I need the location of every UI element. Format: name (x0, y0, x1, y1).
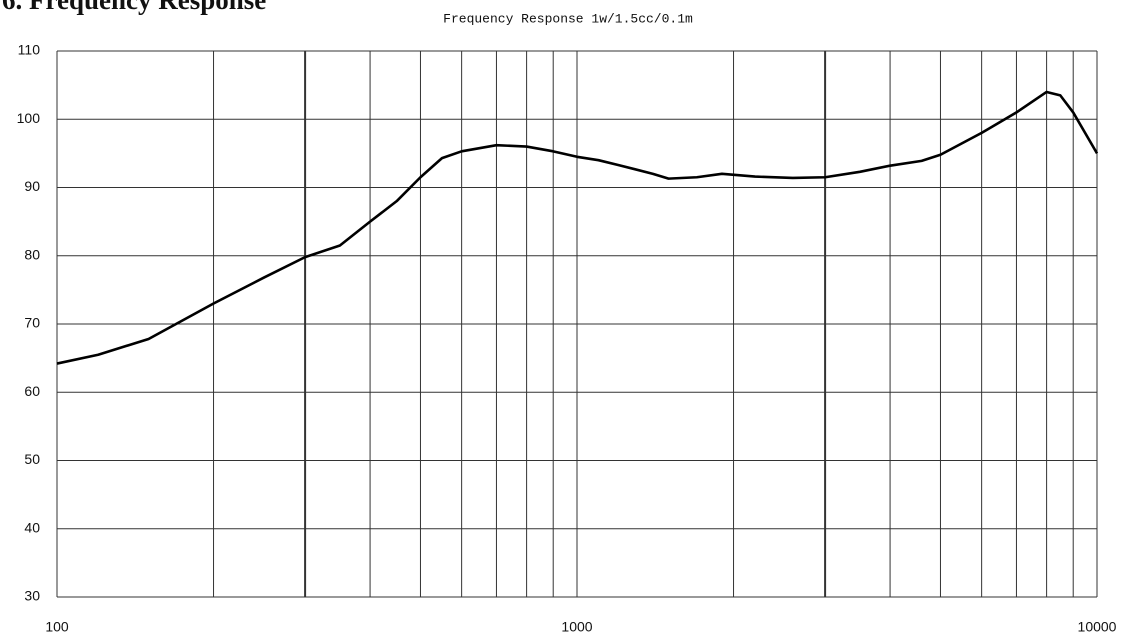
x-tick-label: 10000 (1078, 619, 1117, 635)
y-tick-label: 100 (17, 110, 41, 126)
y-tick-label: 30 (24, 588, 40, 604)
response-line (56, 90, 1099, 365)
y-tick-label: 60 (24, 383, 40, 399)
x-tick-label: 1000 (561, 619, 592, 635)
x-tick-label: 100 (45, 619, 69, 635)
y-tick-label: 80 (24, 246, 40, 262)
chart-title: Frequency Response 1w/1.5cc/0.1m (443, 11, 693, 26)
y-tick-label: 40 (24, 519, 40, 535)
y-tick-label: 70 (24, 315, 40, 331)
y-tick-label: 50 (24, 451, 40, 467)
y-tick-label: 110 (18, 42, 41, 58)
y-tick-label: 90 (24, 178, 40, 194)
heading: 6. Frequency Response (2, 0, 266, 15)
